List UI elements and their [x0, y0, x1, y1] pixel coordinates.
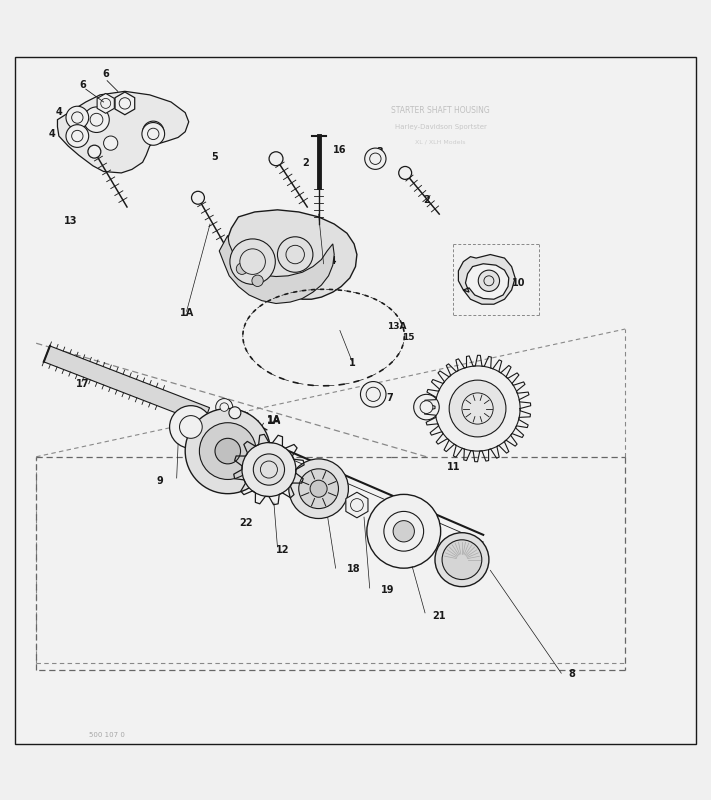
Text: 2: 2 [302, 158, 309, 168]
Circle shape [240, 249, 265, 274]
Text: 17: 17 [75, 379, 89, 390]
Circle shape [72, 130, 83, 142]
Text: 1: 1 [348, 358, 356, 368]
Circle shape [393, 521, 415, 542]
Circle shape [104, 136, 118, 150]
Text: 13A: 13A [387, 322, 407, 331]
Polygon shape [219, 235, 334, 303]
Text: 8: 8 [569, 669, 575, 678]
Text: 11: 11 [447, 462, 460, 471]
Polygon shape [97, 94, 114, 114]
Circle shape [143, 121, 164, 142]
Circle shape [269, 152, 283, 166]
Circle shape [66, 125, 89, 147]
Text: 3: 3 [242, 412, 249, 422]
Text: 22: 22 [239, 518, 252, 528]
Circle shape [170, 406, 212, 448]
Text: 2: 2 [423, 194, 429, 205]
Circle shape [484, 276, 494, 286]
Circle shape [220, 403, 228, 411]
Text: 4: 4 [48, 130, 55, 139]
Circle shape [191, 191, 205, 204]
Text: 13: 13 [63, 216, 77, 226]
Text: 4: 4 [55, 106, 63, 117]
Circle shape [72, 112, 83, 123]
Polygon shape [346, 492, 368, 518]
Polygon shape [115, 92, 134, 114]
Circle shape [367, 494, 441, 568]
Circle shape [185, 409, 270, 494]
Circle shape [199, 422, 256, 479]
Text: 15: 15 [402, 333, 415, 342]
Text: 1A: 1A [267, 414, 281, 425]
Text: 1A: 1A [267, 416, 281, 426]
Circle shape [360, 382, 386, 407]
Circle shape [384, 511, 424, 551]
Circle shape [310, 480, 327, 498]
Circle shape [365, 148, 386, 170]
Text: 10: 10 [512, 278, 525, 289]
Text: Harley-Davidson Sportster: Harley-Davidson Sportster [395, 124, 486, 130]
Circle shape [230, 239, 275, 284]
Circle shape [179, 416, 202, 438]
Text: 9: 9 [157, 476, 164, 486]
Circle shape [420, 401, 433, 414]
Circle shape [90, 114, 103, 126]
Text: STARTER SHAFT HOUSING: STARTER SHAFT HOUSING [391, 106, 490, 114]
Circle shape [277, 237, 313, 272]
Text: 16: 16 [333, 145, 346, 155]
Circle shape [229, 407, 241, 418]
Circle shape [148, 128, 159, 139]
Text: 18: 18 [347, 564, 361, 574]
Circle shape [88, 145, 101, 158]
Text: 5: 5 [212, 152, 218, 162]
Text: 6: 6 [79, 80, 85, 90]
Circle shape [253, 454, 284, 485]
Circle shape [462, 393, 493, 424]
Circle shape [215, 398, 232, 416]
Text: 19: 19 [380, 585, 394, 595]
Circle shape [84, 107, 109, 133]
Circle shape [286, 246, 304, 264]
Circle shape [449, 380, 506, 437]
Circle shape [260, 461, 277, 478]
Polygon shape [459, 254, 515, 304]
Circle shape [442, 540, 482, 579]
Text: 7: 7 [386, 394, 392, 403]
Circle shape [289, 459, 348, 518]
Text: 12: 12 [277, 545, 290, 554]
Circle shape [370, 153, 381, 165]
Text: 21: 21 [432, 610, 446, 621]
Circle shape [399, 166, 412, 179]
Text: XL / XLH Models: XL / XLH Models [415, 139, 466, 144]
Circle shape [142, 122, 165, 146]
Circle shape [435, 366, 520, 451]
Polygon shape [58, 91, 188, 173]
Polygon shape [228, 210, 357, 299]
Circle shape [215, 438, 240, 464]
Circle shape [66, 106, 89, 129]
Text: 3: 3 [377, 147, 383, 157]
Circle shape [299, 469, 338, 509]
Circle shape [366, 387, 380, 402]
Text: 14: 14 [324, 256, 337, 266]
Circle shape [236, 263, 247, 274]
Circle shape [252, 275, 263, 286]
Circle shape [479, 270, 500, 291]
Text: 6: 6 [102, 69, 109, 79]
Polygon shape [44, 346, 210, 423]
Circle shape [414, 394, 439, 420]
Circle shape [435, 533, 489, 586]
Circle shape [242, 442, 296, 497]
Circle shape [149, 126, 159, 137]
Text: 500 107 0: 500 107 0 [89, 732, 125, 738]
Text: 1A: 1A [179, 308, 193, 318]
Text: 20: 20 [432, 408, 446, 418]
